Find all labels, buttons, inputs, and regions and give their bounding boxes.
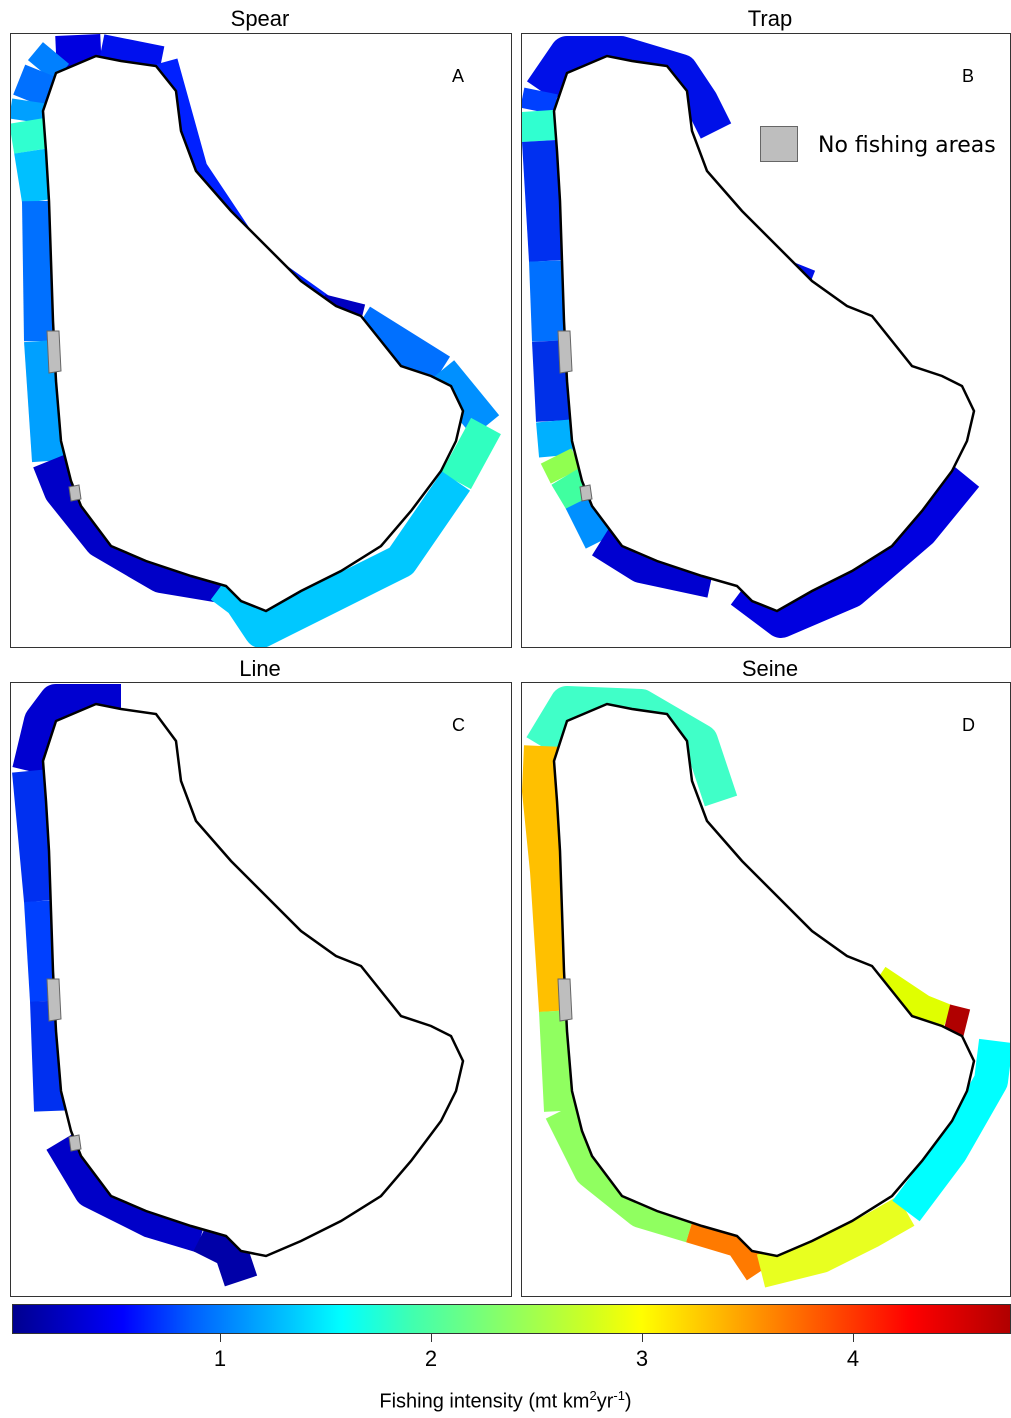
panel-title-seine: Seine [741,656,799,681]
colorbar-tick-label: 2 [424,1346,438,1371]
colorbar-tick-label: 3 [635,1346,649,1371]
colorbar-tick [431,1334,432,1342]
map-trap [522,36,980,638]
colorbar-tick-label: 1 [213,1346,227,1371]
colorbar-title: Fishing intensity (mt km2yr-1) [379,1388,632,1413]
no-fishing-legend-swatch [760,126,798,162]
map-spear [11,34,501,647]
panel-title-trap: Trap [747,6,793,31]
fishing-intensity-colorbar [12,1304,1011,1334]
panel-title-line: Line [239,656,281,681]
colorbar-tick [642,1334,643,1342]
panel-letter-d: D [962,715,975,735]
panel-title-spear: Spear [230,6,290,31]
panel-letter-c: C [452,715,465,735]
colorbar-tick-label: 4 [846,1346,860,1371]
panel-letter-b: B [962,66,975,86]
map-line [12,684,465,1287]
colorbar-tick [853,1334,854,1342]
panel-letter-a: A [452,66,465,86]
map-panel-spear: A [10,33,512,648]
map-panel-seine: D [521,682,1011,1297]
no-fishing-legend-label: No fishing areas [818,133,996,158]
map-panel-line: C [10,682,512,1297]
colorbar-tick [220,1334,221,1342]
map-seine [522,686,1010,1288]
